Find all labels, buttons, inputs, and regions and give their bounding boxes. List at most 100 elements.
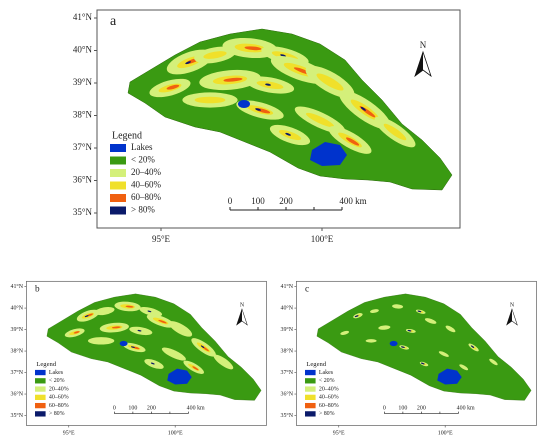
cover-high bbox=[459, 364, 469, 371]
lat-label: 38°N bbox=[280, 347, 293, 354]
lat-label: 41°N bbox=[73, 12, 93, 22]
cover-top bbox=[420, 362, 425, 365]
cover-patches bbox=[149, 37, 416, 154]
legend-item: > 80% bbox=[131, 205, 155, 215]
lat-label: 37°N bbox=[10, 369, 23, 376]
cover-upper bbox=[192, 366, 199, 371]
scale-label: 400 km bbox=[187, 406, 205, 412]
cover-mid bbox=[194, 96, 226, 104]
cover-high bbox=[370, 309, 379, 313]
cover-high bbox=[445, 325, 456, 333]
lat-label: 35°N bbox=[73, 207, 93, 217]
scale-label: 0 bbox=[228, 196, 233, 206]
cover-high bbox=[340, 330, 350, 335]
legend-swatch bbox=[305, 378, 316, 384]
cover-upper bbox=[111, 326, 121, 329]
north-label: N bbox=[240, 302, 245, 308]
lat-label: 41°N bbox=[280, 283, 293, 290]
scale-label: 400 km bbox=[457, 406, 475, 412]
cover-top bbox=[255, 108, 261, 111]
lake-large bbox=[310, 142, 347, 166]
cover-top bbox=[360, 106, 366, 111]
lat-label: 35°N bbox=[280, 412, 293, 419]
north-label: N bbox=[420, 40, 427, 50]
scale-label: 400 km bbox=[339, 196, 366, 206]
cover-top bbox=[130, 346, 135, 348]
scale-label: 0 bbox=[383, 406, 386, 412]
cover-top bbox=[147, 310, 152, 313]
cover-upper bbox=[158, 319, 167, 324]
lon-label: 95°E bbox=[63, 430, 75, 437]
lake-small bbox=[389, 340, 398, 347]
legend-swatch bbox=[110, 156, 126, 165]
legend-swatch bbox=[35, 386, 46, 392]
lat-label: 37°N bbox=[73, 142, 93, 152]
legend-swatch bbox=[110, 206, 126, 215]
cover-patches bbox=[64, 301, 234, 374]
legend-title: Legend bbox=[36, 361, 57, 368]
scale-label: 100 bbox=[251, 196, 265, 206]
scale-label: 100 bbox=[398, 406, 407, 412]
legend-item: 40–60% bbox=[131, 180, 162, 190]
cover-top bbox=[470, 345, 475, 348]
cover-top bbox=[200, 345, 205, 348]
legend-item: < 20% bbox=[131, 155, 155, 165]
lat-label: 36°N bbox=[73, 175, 93, 185]
lon-label: 100°E bbox=[438, 430, 453, 437]
cover-high bbox=[161, 347, 186, 361]
cover-top bbox=[400, 346, 405, 348]
panel-label: b bbox=[35, 284, 40, 294]
cover-high bbox=[489, 358, 498, 366]
panel-label: c bbox=[305, 284, 309, 294]
cover-mid bbox=[203, 51, 227, 59]
cover-high bbox=[365, 339, 377, 343]
cover-upper bbox=[346, 137, 360, 146]
legend-item: > 80% bbox=[319, 411, 335, 417]
legend-swatch bbox=[35, 411, 46, 417]
legend-item: 60–80% bbox=[319, 403, 339, 409]
north-label: N bbox=[510, 302, 515, 308]
cover-mid bbox=[316, 73, 344, 91]
cover-top bbox=[417, 310, 422, 313]
legend-swatch bbox=[110, 181, 126, 190]
lake-large bbox=[437, 368, 462, 385]
legend-item: Lakes bbox=[319, 370, 334, 376]
lat-label: 39°N bbox=[73, 77, 93, 87]
cover-upper bbox=[125, 305, 134, 308]
legend-swatch bbox=[305, 402, 316, 409]
lat-label: 38°N bbox=[73, 110, 93, 120]
lake-small bbox=[238, 100, 250, 108]
cover-top bbox=[285, 132, 291, 136]
legend-title: Legend bbox=[306, 361, 327, 368]
legend-swatch bbox=[305, 386, 316, 392]
lat-label: 36°N bbox=[10, 390, 23, 397]
cover-high bbox=[168, 321, 193, 337]
cover-top bbox=[280, 54, 286, 57]
legend-item: Lakes bbox=[49, 370, 64, 376]
cover-patches bbox=[340, 304, 498, 371]
legend-item: 20–40% bbox=[319, 386, 339, 392]
scale-label: 100 bbox=[128, 406, 137, 412]
cover-high bbox=[213, 354, 234, 370]
legend-item: 60–80% bbox=[49, 403, 69, 409]
cover-top bbox=[137, 329, 142, 332]
region-base bbox=[316, 293, 532, 401]
cover-upper bbox=[166, 84, 180, 90]
cover-mid bbox=[305, 112, 335, 128]
legend-title: Legend bbox=[112, 130, 142, 141]
legend-swatch bbox=[305, 394, 316, 400]
cover-high bbox=[87, 337, 115, 345]
legend-item: 40–60% bbox=[49, 395, 69, 401]
scale-label: 200 bbox=[279, 196, 293, 206]
cover-top bbox=[407, 329, 412, 332]
cover-high bbox=[392, 304, 404, 309]
lat-label: 41°N bbox=[10, 283, 23, 290]
lat-label: 40°N bbox=[73, 45, 93, 55]
lat-label: 36°N bbox=[280, 390, 293, 397]
lon-label: 100°E bbox=[168, 430, 183, 437]
legend-item: Lakes bbox=[131, 142, 153, 152]
cover-mid bbox=[383, 123, 407, 141]
legend-swatch bbox=[110, 144, 126, 152]
cover-top bbox=[84, 315, 89, 318]
